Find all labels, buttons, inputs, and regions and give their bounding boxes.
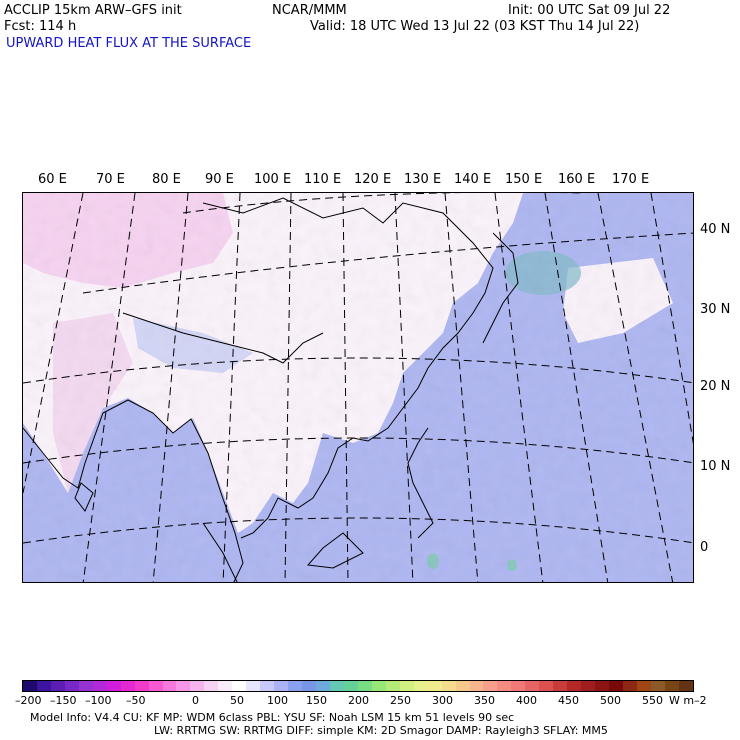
map-canvas: [23, 193, 693, 582]
colorbar-swatch: [497, 681, 512, 691]
coastlines: [23, 197, 519, 582]
lon-label-110e: 110 E: [304, 172, 342, 187]
colorbar-swatch: [650, 681, 665, 691]
colorbar-tick: 500: [600, 694, 621, 707]
colorbar-swatch: [50, 681, 65, 691]
colorbar-swatch: [218, 681, 233, 691]
colorbar-swatch: [371, 681, 386, 691]
valid-time: Valid: 18 UTC Wed 13 Jul 22 (03 KST Thu …: [310, 19, 640, 34]
colorbar-swatch: [329, 681, 344, 691]
colorbar-tick: –200: [15, 694, 42, 707]
colorbar-swatch: [106, 681, 121, 691]
colorbar-tick: –150: [50, 694, 77, 707]
lon-label-140e: 140 E: [454, 172, 492, 187]
lon-label-170e: 170 E: [612, 172, 650, 187]
colorbar-swatch: [567, 681, 582, 691]
colorbar-swatch: [441, 681, 456, 691]
colorbar-tick: 150: [306, 694, 327, 707]
model-title: ACCLIP 15km ARW–GFS init: [4, 3, 182, 18]
colorbar-swatch: [232, 681, 247, 691]
colorbar-tick: –100: [85, 694, 112, 707]
colorbar-swatch: [176, 681, 191, 691]
colorbar-swatch: [204, 681, 219, 691]
colorbar-swatch: [274, 681, 289, 691]
colorbar-swatch: [385, 681, 400, 691]
colorbar-swatch: [246, 681, 261, 691]
colorbar: [22, 680, 694, 692]
model-info-line1: Model Info: V4.4 CU: KF MP: WDM 6class P…: [30, 711, 515, 724]
colorbar-swatch: [664, 681, 679, 691]
colorbar-swatch: [427, 681, 442, 691]
lat-label-10n: 10 N: [700, 459, 731, 474]
colorbar-swatch: [511, 681, 526, 691]
colorbar-swatch: [483, 681, 498, 691]
lat-label-40n: 40 N: [700, 222, 731, 237]
colorbar-swatch: [455, 681, 470, 691]
colorbar-swatch: [302, 681, 317, 691]
colorbar-swatch: [120, 681, 135, 691]
forecast-hour: Fcst: 114 h: [4, 19, 77, 34]
colorbar-swatch: [288, 681, 303, 691]
lon-label-90e: 90 E: [205, 172, 234, 187]
colorbar-swatch: [357, 681, 372, 691]
lon-label-150e: 150 E: [505, 172, 543, 187]
colorbar-tick: 100: [267, 694, 288, 707]
colorbar-swatch: [316, 681, 330, 691]
colorbar-tick: 400: [516, 694, 537, 707]
model-info-line2: LW: RRTMG SW: RRTMG DIFF: simple KM: 2D …: [154, 724, 608, 737]
colorbar-swatch: [399, 681, 414, 691]
colorbar-tick: 50: [230, 694, 244, 707]
heat-flux-map: [22, 192, 694, 583]
colorbar-swatch: [636, 681, 651, 691]
graticule: [23, 193, 693, 582]
lat-label-20n: 20 N: [700, 379, 731, 394]
colorbar-swatch: [78, 681, 93, 691]
colorbar-swatch: [162, 681, 177, 691]
colorbar-swatch: [539, 681, 554, 691]
colorbar-swatch: [581, 681, 596, 691]
colorbar-swatch: [92, 681, 107, 691]
init-time: Init: 00 UTC Sat 09 Jul 22: [508, 3, 671, 18]
colorbar-swatch: [148, 681, 163, 691]
colorbar-swatch: [343, 681, 358, 691]
lat-label-0: 0: [700, 540, 709, 555]
colorbar-swatch: [595, 681, 610, 691]
colorbar-tick: 450: [558, 694, 579, 707]
colorbar-swatch: [553, 681, 568, 691]
colorbar-swatch: [260, 681, 275, 691]
lon-label-80e: 80 E: [152, 172, 181, 187]
lon-label-60e: 60 E: [38, 172, 67, 187]
lon-label-160e: 160 E: [558, 172, 596, 187]
colorbar-swatch: [23, 681, 37, 691]
colorbar-unit: W m–2: [669, 694, 707, 707]
lon-label-70e: 70 E: [96, 172, 125, 187]
colorbar-tick: 0: [192, 694, 199, 707]
lon-label-130e: 130 E: [404, 172, 442, 187]
colorbar-swatch: [413, 681, 428, 691]
field-title: UPWARD HEAT FLUX AT THE SURFACE: [6, 36, 252, 51]
colorbar-swatch: [525, 681, 540, 691]
colorbar-swatch: [134, 681, 149, 691]
colorbar-swatch: [678, 681, 693, 691]
colorbar-swatch: [609, 681, 623, 691]
lat-label-30n: 30 N: [700, 302, 731, 317]
colorbar-tick: 550: [642, 694, 663, 707]
lon-label-100e: 100 E: [254, 172, 292, 187]
colorbar-swatch: [469, 681, 484, 691]
colorbar-tick: 300: [432, 694, 453, 707]
colorbar-tick: 200: [348, 694, 369, 707]
org-label: NCAR/MMM: [272, 3, 347, 18]
colorbar-swatch: [190, 681, 205, 691]
lon-label-120e: 120 E: [354, 172, 392, 187]
colorbar-swatch: [36, 681, 51, 691]
colorbar-swatch: [64, 681, 79, 691]
colorbar-tick: –50: [126, 694, 146, 707]
colorbar-tick: 350: [474, 694, 495, 707]
colorbar-tick: 250: [390, 694, 411, 707]
colorbar-swatch: [622, 681, 637, 691]
